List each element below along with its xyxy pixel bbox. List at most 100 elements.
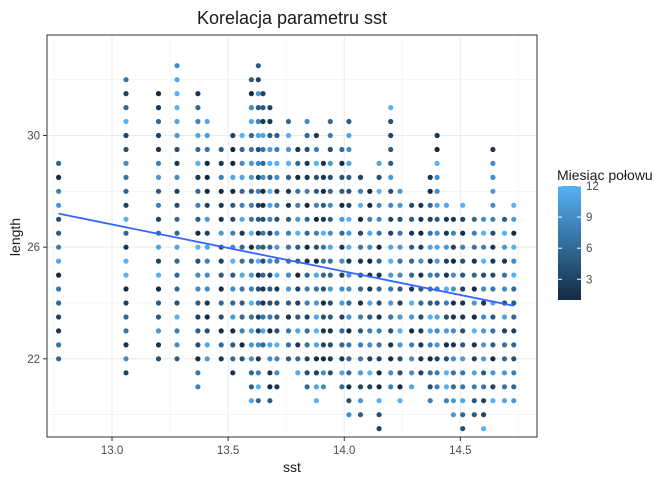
legend-tick-label: 6 (586, 243, 592, 255)
data-point (155, 342, 162, 348)
data-point (267, 105, 273, 111)
data-point (320, 230, 326, 236)
data-point (123, 258, 129, 264)
data-point (285, 202, 292, 208)
data-point (155, 132, 162, 139)
data-point (174, 91, 180, 97)
data-point (490, 202, 496, 208)
data-point (471, 342, 477, 348)
data-point (295, 174, 301, 180)
data-point (367, 216, 373, 222)
data-point (367, 370, 373, 376)
data-point (490, 272, 496, 278)
data-point (267, 188, 273, 194)
data-point (450, 216, 456, 222)
data-point (397, 258, 403, 264)
data-point (511, 244, 517, 250)
data-point (239, 230, 245, 236)
data-point (346, 272, 352, 278)
data-point (409, 272, 415, 278)
data-point (248, 244, 254, 250)
data-point (195, 272, 201, 278)
y-tick-label: 26 (27, 242, 40, 254)
data-point (218, 342, 224, 348)
data-point (285, 132, 292, 139)
data-point (357, 230, 364, 236)
data-point (490, 216, 496, 222)
data-point (320, 356, 326, 362)
data-point (434, 188, 440, 194)
data-point (174, 105, 180, 111)
data-point (218, 356, 224, 362)
data-point (56, 286, 62, 292)
data-point (376, 300, 382, 306)
data-point (56, 216, 62, 222)
data-point (471, 300, 477, 306)
data-point (376, 202, 382, 208)
data-point (155, 202, 162, 208)
data-point (313, 174, 319, 180)
data-point (255, 105, 261, 111)
data-point (174, 300, 180, 306)
data-point (490, 342, 496, 348)
data-point (511, 202, 517, 208)
data-point (304, 314, 310, 320)
data-point (339, 300, 345, 306)
data-point (248, 132, 254, 139)
data-point (460, 384, 466, 390)
data-point (248, 160, 254, 166)
data-point (388, 118, 394, 125)
data-point (230, 146, 236, 153)
x-tick-label: 14.0 (333, 445, 355, 457)
data-point (409, 342, 415, 348)
data-point (397, 202, 403, 208)
data-point (427, 314, 433, 320)
data-point (376, 426, 382, 432)
data-point (218, 216, 224, 222)
data-point (471, 258, 477, 264)
data-point (339, 314, 345, 320)
data-point (304, 202, 310, 208)
data-point (123, 244, 129, 250)
data-point (248, 146, 254, 153)
data-point (460, 328, 466, 334)
data-point (274, 342, 280, 348)
x-tick-label: 13.5 (217, 445, 239, 457)
data-point (218, 328, 224, 334)
legend-title: Miesiąc połowu (557, 167, 653, 183)
data-point (230, 216, 236, 222)
plot-border (46, 34, 538, 438)
data-point (255, 188, 261, 194)
data-point (204, 328, 210, 334)
data-point (376, 174, 382, 180)
data-point (304, 216, 310, 222)
data-point (285, 188, 292, 194)
data-point (320, 202, 326, 208)
data-point (230, 132, 236, 139)
data-point (397, 230, 403, 236)
data-point (295, 244, 301, 250)
data-point (397, 370, 403, 376)
x-axis-title: sst (283, 459, 301, 475)
data-point (267, 216, 273, 222)
data-point (255, 63, 261, 69)
data-point (248, 105, 254, 111)
data-point (501, 328, 508, 334)
data-point (123, 174, 129, 180)
data-point (327, 300, 333, 306)
data-point (274, 132, 280, 139)
data-point (123, 118, 129, 125)
data-point (481, 342, 487, 348)
data-point (327, 118, 333, 125)
data-point (260, 91, 266, 97)
data-point (367, 286, 373, 292)
data-point (255, 216, 261, 222)
data-point (434, 300, 440, 306)
data-point (471, 356, 477, 362)
data-point (255, 244, 261, 250)
data-point (327, 328, 333, 334)
data-point (174, 216, 180, 222)
data-point (320, 300, 326, 306)
data-point (267, 132, 273, 139)
data-point (490, 230, 496, 236)
